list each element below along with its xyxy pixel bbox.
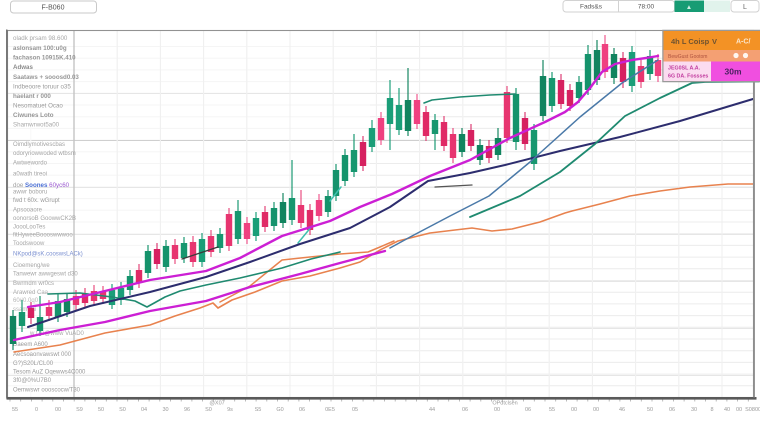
svg-text:00: 00 [55,407,61,413]
svg-text:ssamwai: ssamwai [13,307,36,313]
svg-text:Nesomatuet Ocao: Nesomatuet Ocao [13,103,63,110]
svg-text:S08: S08 [745,407,755,413]
svg-text:3f0@0%U7B0: 3f0@0%U7B0 [13,378,52,384]
svg-text:S9: S9 [76,407,83,413]
svg-text:Aecsoaonvawswt 000: Aecsoaonvawswt 000 [13,352,72,358]
svg-text:06: 06 [669,407,675,413]
svg-text:Ciwunes Loto: Ciwunes Loto [13,112,54,119]
svg-text:04: 04 [141,407,147,413]
svg-text:96: 96 [184,407,190,413]
svg-text:50: 50 [98,407,104,413]
svg-text:Cioemeng/we: Cioemeng/we [13,263,50,269]
svg-text:06: 06 [462,407,468,413]
svg-text:Daeem A600: Daeem A600 [13,342,48,348]
svg-text:78:00: 78:00 [638,4,655,11]
svg-text:05: 05 [352,407,358,413]
svg-text:Bwrmdm wr0cs: Bwrmdm wr0cs [13,281,54,287]
svg-text:30m: 30m [724,67,741,77]
svg-text:50: 50 [647,407,653,413]
svg-text:6G DA. Fossses: 6G DA. Fossses [668,74,708,80]
svg-text:9s: 9s [227,407,233,413]
svg-text:4h L Coisp: 4h L Coisp [671,37,710,46]
svg-text:00: 00 [736,407,742,413]
svg-text:46: 46 [619,407,625,413]
svg-text:odoryriowwoded wtbsm: odoryriowwoded wtbsm [13,151,76,157]
svg-text:00: 00 [593,407,599,413]
svg-text:a0wath tireoi: a0wath tireoi [13,172,47,178]
svg-text:aslonsam 100:u0g: aslonsam 100:u0g [13,45,67,52]
svg-text:Arawred Caa: Arawred Caa [13,290,49,296]
svg-text:06: 06 [525,407,531,413]
svg-text:fwd t 60x. wGrupt: fwd t 60x. wGrupt [13,198,60,204]
svg-text:8: 8 [710,407,713,413]
svg-text:haelant r 000: haelant r 000 [13,93,51,100]
svg-text:S0: S0 [119,407,126,413]
svg-text:oonorsoB GoowwCK2B: oonorsoB GoowwCK2B [13,216,76,222]
svg-text:Apsooaore: Apsooaore [13,208,43,214]
svg-text:Saataws + sooosd0.03: Saataws + sooosd0.03 [13,74,79,81]
svg-text:JoooLooTes: JoooLooTes [13,225,45,231]
svg-text:0: 0 [35,407,38,413]
svg-text:fitHyweeBoooswwwoo: fitHyweeBoooswwwoo [13,233,73,239]
svg-text:G0: G0 [276,407,283,413]
svg-text:S0: S0 [205,407,212,413]
svg-text:OPdtclsen: OPdtclsen [492,401,517,407]
svg-text:30: 30 [162,407,168,413]
svg-text:44: 44 [429,407,435,413]
svg-text:40: 40 [724,407,730,413]
svg-text:V: V [712,37,717,46]
svg-text:A-C/: A-C/ [736,39,750,46]
svg-text:Oimdlymotivescbas: Oimdlymotivescbas [13,142,65,148]
svg-text:30: 30 [691,407,697,413]
svg-text:doe Soones 60yc60: doe Soones 60yc60 [13,182,70,189]
svg-text:G?)S20L/CL00: G?)S20L/CL00 [13,361,54,367]
svg-text:55: 55 [12,407,18,413]
svg-text:oladk prsam 98.600: oladk prsam 98.600 [13,35,68,42]
svg-text:fachason 10915K.410: fachason 10915K.410 [13,55,76,62]
svg-text:L: L [743,4,747,11]
svg-text:06: 06 [299,407,305,413]
svg-text:00: 00 [494,407,500,413]
svg-text:Adwas: Adwas [13,64,34,71]
svg-text:0E5: 0E5 [325,407,335,413]
svg-text:Shamwrwot5a00: Shamwrwot5a00 [13,122,60,129]
svg-text:S5: S5 [255,407,262,413]
svg-text:00: 00 [755,407,760,413]
svg-text:@X07: @X07 [209,401,224,407]
svg-text:BewGust Gootom: BewGust Gootom [668,54,707,60]
svg-text:Tesom AuZ Oqewws4C000: Tesom AuZ Oqewws4C000 [13,370,86,376]
svg-text:60#0.0q0: 60#0.0q0 [13,298,39,304]
svg-text:F-B060: F-B060 [42,5,65,12]
svg-text:NKpod@sK.cooswsLACk): NKpod@sK.cooswsLACk) [13,252,83,258]
svg-text:Oemwswr oooscocw/T30: Oemwswr oooscocw/T30 [13,388,81,394]
svg-text:▲: ▲ [686,4,692,11]
svg-text:awwr boboru: awwr boboru [13,190,47,196]
svg-text:Toodswoow: Toodswoow [13,241,45,247]
svg-text:w t fu@www VuAD0: w t fu@www VuAD0 [29,331,85,337]
svg-text:Awtwewordo: Awtwewordo [13,161,48,167]
svg-text:JEG0SL A.A.: JEG0SL A.A. [668,66,701,72]
svg-text:Indbeoore toruur o35: Indbeoore toruur o35 [13,84,71,91]
svg-text:00: 00 [571,407,577,413]
svg-text:Fads&s: Fads&s [580,4,603,11]
svg-text:Tanwewr awwgeswt d30: Tanwewr awwgeswt d30 [13,272,78,278]
svg-text:55: 55 [549,407,555,413]
